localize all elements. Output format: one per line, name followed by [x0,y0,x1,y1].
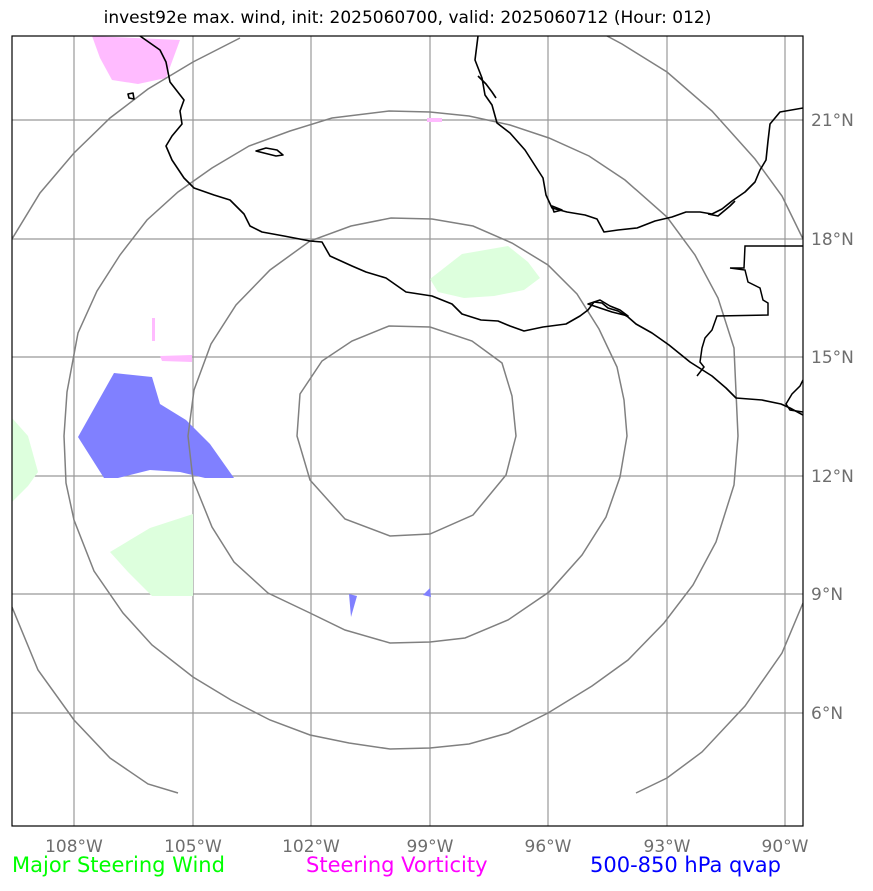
steering-vorticity-area [427,118,442,122]
legend-qvap: 500-850 hPa qvap [590,853,781,877]
range-rings [12,36,803,794]
lon-tick-label: 90°W [762,837,809,857]
steering-wind-area [12,418,38,502]
steering-vorticity-area [92,36,180,84]
coastline-mainland [139,36,803,416]
lat-tick-labels: 21°N 18°N 15°N 12°N 9°N 6°N [811,111,854,724]
steering-wind-area [430,246,540,298]
qvap-area [423,588,431,597]
coastline-yucatan [474,36,803,233]
lon-tick-label: 102°W [282,837,340,857]
lat-tick-label: 15°N [811,348,854,368]
lon-tick-label: 99°W [407,837,454,857]
lon-tick-label: 96°W [525,837,572,857]
steering-vorticity-area [160,355,192,362]
range-ring-3 [63,110,739,750]
map-title: invest92e max. wind, init: 2025060700, v… [103,8,712,28]
map-frame [11,35,804,827]
range-ring-4 [12,37,241,240]
lat-tick-label: 6°N [811,704,843,724]
country-borders [696,245,803,413]
legend-steering-vorticity: Steering Vorticity [306,853,488,877]
range-ring-4 [635,602,803,794]
coastline-gulf-edge [477,75,497,99]
steering-wind-area [110,514,193,596]
lon-tick-label: 93°W [644,837,691,857]
steering-wind-areas [12,246,540,596]
range-ring-4 [606,36,803,240]
steering-vorticity-areas [92,36,442,362]
coastline-lagoon [707,200,736,217]
map-plot-area [12,36,803,826]
lon-tick-labels: 108°W 105°W 102°W 99°W 96°W 93°W 90°W [45,837,809,857]
border-central-america [785,379,803,413]
qvap-area [349,594,357,617]
range-ring-inner [296,325,517,537]
gridlines [12,36,803,826]
range-ring-4 [12,606,179,794]
coastline-lagoon [587,299,629,317]
lat-tick-label: 21°N [811,111,854,131]
lon-tick-label: 105°W [164,837,222,857]
lat-tick-label: 9°N [811,585,843,605]
lat-tick-label: 18°N [811,230,854,250]
coastline-island [255,147,284,157]
range-ring-2 [187,217,628,644]
border-mexico-guatemala [696,245,803,377]
steering-vorticity-area [152,318,155,341]
lon-tick-label: 108°W [45,837,103,857]
qvap-areas [78,373,431,617]
legend-steering-wind: Major Steering Wind [12,853,225,877]
qvap-area [78,373,234,478]
coastline-lagoon [551,205,563,213]
lat-tick-label: 12°N [811,467,854,487]
coastline-island [127,92,135,100]
coastlines [127,36,803,416]
